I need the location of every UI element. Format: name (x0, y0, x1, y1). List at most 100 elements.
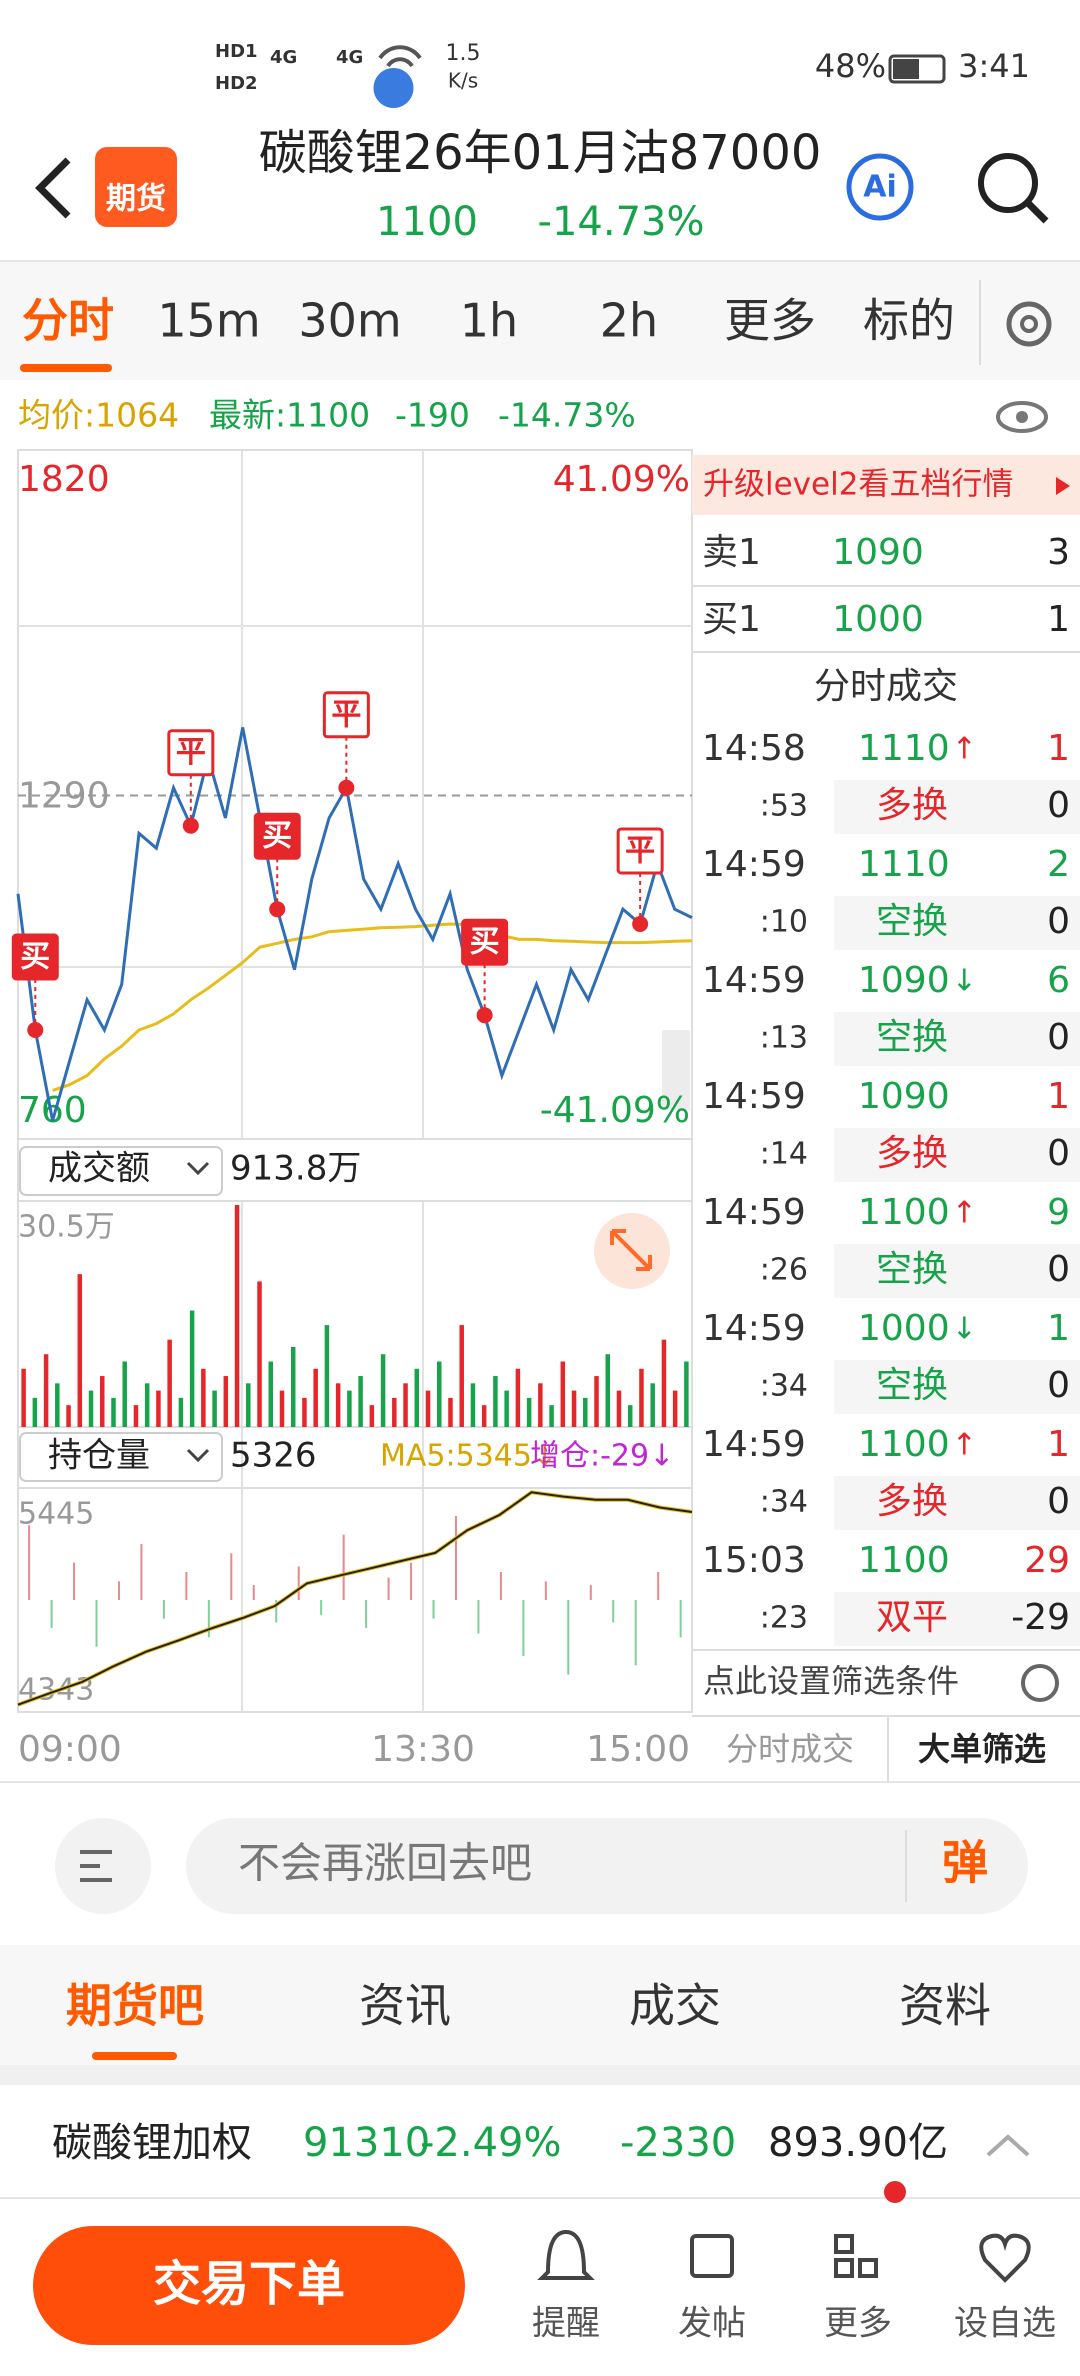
volume-bar (358, 1376, 363, 1427)
clock: 3:41 (958, 47, 1030, 85)
trade-price: 1000 (858, 1308, 950, 1349)
pct-label: -41.09% (540, 1090, 690, 1131)
trade-type: 多换 (876, 1133, 948, 1174)
trade-type: 空换 (876, 1017, 948, 1058)
volume-bar (257, 1281, 262, 1427)
net-speed-unit: K/s (448, 69, 478, 93)
trade-delta: 0 (1047, 1481, 1070, 1522)
filter-tab[interactable]: 分时成交 (726, 1730, 854, 1768)
eye-button[interactable] (996, 401, 1048, 433)
trade-type: 空换 (876, 901, 948, 942)
more-icon[interactable] (834, 2234, 854, 2254)
trade-type: 空换 (876, 1249, 948, 1290)
nav-label[interactable]: 更多 (824, 2304, 892, 2344)
trade-time: 14:58 (702, 728, 806, 769)
marker-label: 平 (176, 735, 206, 770)
trade-price: 1100 (858, 1540, 950, 1581)
search-button[interactable] (978, 153, 1038, 213)
expand-ticker[interactable] (986, 2134, 1030, 2157)
comment-placeholder[interactable]: 不会再涨回去吧 (238, 1839, 532, 1888)
trade-sec: :34 (760, 1485, 808, 1520)
trade-marker[interactable] (461, 918, 509, 966)
oi-change: 增仓:-29↓ (530, 1439, 674, 1474)
chevron (186, 1448, 210, 1463)
trades-title: 分时成交 (814, 666, 958, 707)
logo (95, 147, 177, 227)
volume-bar (167, 1339, 172, 1427)
filter-settings[interactable] (1021, 1664, 1059, 1702)
trade-arrow: ↓ (952, 1312, 977, 1347)
danmaku-button[interactable]: 弹 (942, 1836, 988, 1890)
settings-button[interactable] (1006, 301, 1052, 347)
nav-label[interactable]: 设自选 (954, 2304, 1056, 2344)
volume-bar (223, 1376, 229, 1427)
oi-delta-bar (679, 1600, 682, 1638)
oi-label[interactable]: 持仓量 (48, 1436, 150, 1476)
level2-banner[interactable] (692, 455, 1080, 515)
net-speed: 1.5 (446, 41, 481, 66)
trade-sec: :23 (760, 1601, 808, 1636)
trade-sec: :53 (760, 789, 808, 824)
oi-delta-bar (522, 1600, 525, 1656)
volume-bar (414, 1368, 420, 1427)
marker-label: 买 (20, 939, 50, 974)
volume-bar (156, 1390, 161, 1427)
trade-marker[interactable] (167, 729, 215, 777)
volume-bar (212, 1390, 217, 1427)
tab[interactable]: 2h (600, 294, 658, 348)
volume-label[interactable]: 成交额 (48, 1149, 150, 1189)
comment-tool[interactable] (55, 1818, 151, 1914)
x-tick-label: 13:30 (371, 1729, 475, 1770)
section-tab[interactable]: 成交 (629, 1979, 721, 2033)
volume-bar (425, 1390, 431, 1427)
trade-row-bg (834, 1012, 1080, 1066)
banner-text[interactable]: 升级level2看五档行情 (703, 467, 1013, 503)
volume-select[interactable] (19, 1146, 223, 1196)
status-icon: 4G (336, 47, 363, 68)
tab[interactable]: 30m (298, 294, 401, 348)
filter-label[interactable]: 点此设置筛选条件 (703, 1662, 959, 1700)
oi-select[interactable] (19, 1432, 223, 1482)
trade-marker[interactable] (253, 812, 301, 860)
oi-delta-bar (320, 1600, 323, 1615)
post-icon[interactable] (690, 2234, 734, 2278)
volume-bar (201, 1368, 206, 1427)
tab[interactable]: 分时 (22, 294, 114, 348)
comment-input[interactable] (186, 1818, 1028, 1914)
trade-price: 1100 (858, 1192, 950, 1233)
back-button[interactable] (35, 157, 71, 219)
volume-bar (111, 1397, 116, 1427)
chart-frame (17, 449, 693, 1713)
section-tab[interactable]: 资料 (899, 1979, 991, 2033)
trade-price: 1090 (858, 1076, 950, 1117)
trade-button-label[interactable]: 交易下单 (153, 2256, 345, 2312)
tab[interactable]: 更多 (724, 294, 816, 348)
tab[interactable]: 1h (460, 294, 518, 348)
book-side: 买1 (702, 599, 761, 640)
volume-bar (549, 1405, 554, 1427)
volume-total: 913.8万 (230, 1149, 361, 1189)
section-tab[interactable]: 资讯 (359, 1979, 451, 2033)
trade-marker[interactable] (322, 691, 370, 739)
tab[interactable]: 标的 (863, 294, 955, 348)
collapse-handle[interactable] (662, 1030, 690, 1110)
tab[interactable]: 15m (157, 294, 260, 348)
ticker-change-pct: -2.49% (420, 2120, 562, 2166)
filter-tab[interactable]: 大单筛选 (918, 1730, 1046, 1768)
ticker-name[interactable]: 碳酸锂加权 (52, 2120, 252, 2166)
book-price: 1000 (832, 599, 924, 640)
trade-delta: 0 (1047, 1133, 1070, 1174)
trade-button[interactable] (33, 2226, 465, 2345)
ai-button[interactable] (846, 153, 914, 221)
bell-icon[interactable] (537, 2229, 595, 2280)
trade-marker[interactable] (11, 933, 59, 981)
favorite-icon[interactable] (979, 2233, 1031, 2283)
nav-label[interactable]: 提醒 (532, 2304, 600, 2344)
trade-marker[interactable] (616, 827, 664, 875)
volume-bar (583, 1397, 588, 1427)
trade-row-bg (834, 896, 1080, 950)
nav-label[interactable]: 发帖 (678, 2304, 746, 2344)
ticker-amount: 893.90亿 (768, 2120, 948, 2166)
section-tab[interactable]: 期货吧 (66, 1979, 204, 2033)
